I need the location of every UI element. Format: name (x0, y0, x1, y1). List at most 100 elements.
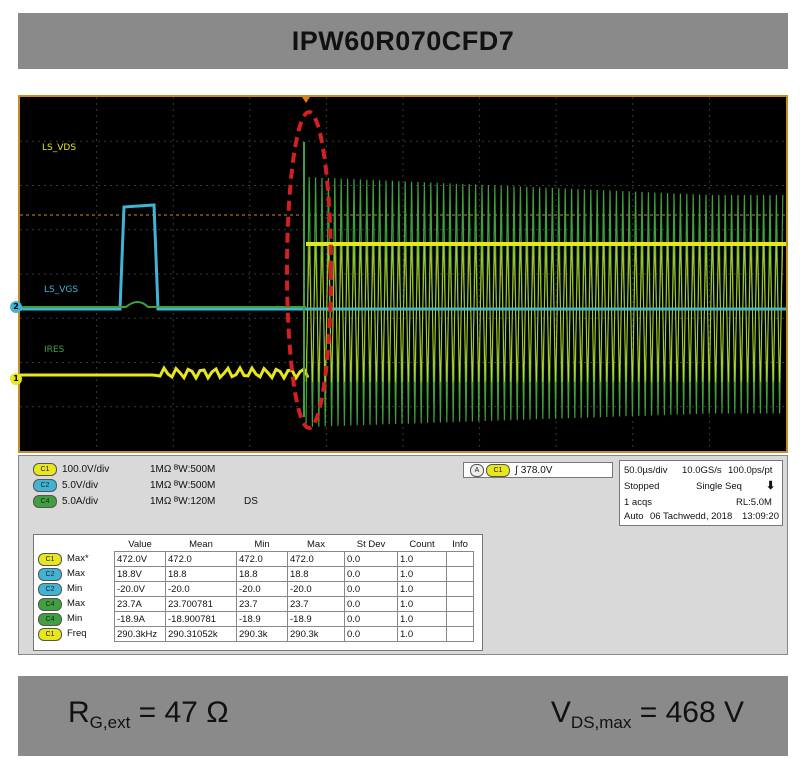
measurement-count: 1.0 (397, 551, 447, 567)
measurement-info (446, 581, 474, 597)
trigger-edge-icon: ∫ (515, 464, 518, 476)
measurement-info (446, 551, 474, 567)
acquisition-count: 1 acqs (624, 497, 652, 508)
ch2-vgs-trace (20, 203, 786, 311)
measurement-mean: -18.900781 (165, 611, 237, 627)
channel-impedance: 1MΩ ᴮW:120M (150, 495, 216, 507)
measurement-max: 23.7 (287, 596, 345, 612)
measurement-info (446, 566, 474, 582)
measurement-info (446, 596, 474, 612)
measurement-row: C2 Max 18.8V 18.8 18.8 18.8 0.0 1.0 (36, 566, 474, 582)
down-arrow-icon: ⬇ (766, 480, 776, 492)
record-length: RL:5.0M (736, 497, 772, 508)
measurement-value: -18.9A (114, 611, 166, 627)
measurement-min: 18.8 (236, 566, 288, 582)
measurement-min: -18.9 (236, 611, 288, 627)
trigger-a-badge: A (470, 463, 484, 477)
measurement-mean: 23.700781 (165, 596, 237, 612)
trigger-position-icon (302, 97, 310, 103)
measurement-max: -18.9 (287, 611, 345, 627)
column-header: Value (128, 538, 152, 550)
channel-scale: 5.0A/div (62, 495, 99, 507)
measurements-header-row: Value Mean Min Max St Dev Count Info (36, 537, 474, 552)
channel-row-c2[interactable]: C2 5.0V/div 1MΩ ᴮW:500M (33, 478, 240, 492)
measurement-source-badge[interactable]: C4 (38, 612, 62, 626)
ch4-ires-trace (20, 301, 306, 308)
measurement-type: Max (67, 597, 85, 609)
measurements-table: Value Mean Min Max St Dev Count Info C1 M… (33, 534, 483, 651)
measurement-row: C1 Max* 472.0V 472.0 472.0 472.0 0.0 1.0 (36, 551, 474, 567)
measurement-row: C1 Freq 290.3kHz 290.31052k 290.3k 290.3k 0.0 1… (36, 626, 474, 642)
measurement-stdev: 0.0 (344, 611, 398, 627)
trigger-readout[interactable]: A C1 ∫ 378.0V (463, 462, 613, 478)
measurement-stdev: 0.0 (344, 581, 398, 597)
measurement-source-badge[interactable]: C2 (38, 582, 62, 596)
page-title: IPW60R070CFD7 (291, 25, 515, 56)
capture-date: 06 Tachwedd, 2018 (650, 511, 733, 522)
measurement-max: 472.0 (287, 551, 345, 567)
measurement-min: 23.7 (236, 596, 288, 612)
measurement-count: 1.0 (397, 566, 447, 582)
measurement-row: C2 Min -20.0V -20.0 -20.0 -20.0 0.0 1.0 (36, 581, 474, 597)
timebase-div: 50.0µs/div (624, 465, 668, 476)
measurement-source-badge[interactable]: C2 (38, 567, 62, 581)
measurement-row: C4 Max 23.7A 23.700781 23.7 23.7 0.0 1.0 (36, 596, 474, 612)
trace-label-ls-vds: LS_VDS (42, 143, 77, 153)
trigger-level: 378.0V (520, 464, 553, 476)
title-banner: IPW60R070CFD7 (18, 13, 788, 69)
channel-1-marker[interactable]: 1 (10, 373, 22, 385)
column-header: Mean (189, 538, 213, 550)
column-header: Max (307, 538, 325, 550)
channel-scale: 100.0V/div (62, 463, 110, 475)
oscilloscope-display: LS_VDS LS_VGS IRES (18, 95, 788, 453)
timebase-readout[interactable]: 50.0µs/div 10.0GS/s 100.0ps/pt Stopped S… (619, 460, 783, 526)
ch1-switching-trace (305, 241, 784, 383)
measurement-count: 1.0 (397, 581, 447, 597)
channel-badge-c2[interactable]: C2 (33, 478, 57, 492)
bandwidth-icon: ᴮW (174, 495, 188, 507)
measurement-source-badge[interactable]: C4 (38, 597, 62, 611)
channel-extra-flag: DS (244, 495, 258, 507)
measurement-value: 472.0V (114, 551, 166, 567)
trace-label-ls-vgs: LS_VGS (44, 285, 79, 295)
measurement-mean: 290.31052k (165, 626, 237, 642)
gate-resistance-label: RG,ext = 47 Ω (68, 696, 229, 732)
trigger-mode: Auto (624, 511, 644, 522)
measurement-count: 1.0 (397, 611, 447, 627)
measurement-value: 23.7A (114, 596, 166, 612)
parameters-banner: RG,ext = 47 Ω VDS,max = 468 V (18, 676, 788, 756)
column-header: St Dev (356, 538, 386, 550)
channel-2-marker[interactable]: 2 (10, 301, 22, 313)
measurement-stdev: 0.0 (344, 551, 398, 567)
measurement-mean: -20.0 (165, 581, 237, 597)
bandwidth-icon: ᴮW (174, 463, 188, 475)
measurement-max: 290.3k (287, 626, 345, 642)
bandwidth-icon: ᴮW (174, 479, 188, 491)
measurement-source-badge[interactable]: C1 (38, 627, 62, 641)
channel-badge-c4[interactable]: C4 (33, 494, 57, 508)
channel-row-c1[interactable]: C1 100.0V/div 1MΩ ᴮW:500M (33, 462, 240, 476)
measurement-type: Min (67, 582, 83, 594)
measurement-type: Freq (67, 627, 87, 639)
measurement-stdev: 0.0 (344, 626, 398, 642)
column-header: Info (452, 538, 468, 550)
measurement-count: 1.0 (397, 596, 447, 612)
measurement-mean: 472.0 (165, 551, 237, 567)
highlight-ellipse (285, 110, 333, 430)
channel-row-c4[interactable]: C4 5.0A/div 1MΩ ᴮW:120M DS (33, 494, 258, 508)
measurement-stdev: 0.0 (344, 596, 398, 612)
channel-scale: 5.0V/div (62, 479, 99, 491)
ch1-vds-trace (20, 364, 310, 382)
measurement-source-badge[interactable]: C1 (38, 552, 62, 566)
channel-badge-c1[interactable]: C1 (33, 462, 57, 476)
measurement-min: 290.3k (236, 626, 288, 642)
measurement-min: 472.0 (236, 551, 288, 567)
measurement-type: Min (67, 612, 83, 624)
measurement-count: 1.0 (397, 626, 447, 642)
measurement-value: -20.0V (114, 581, 166, 597)
waveform-canvas (20, 97, 786, 451)
measurement-max: -20.0 (287, 581, 345, 597)
measurement-type: Max* (67, 552, 89, 564)
channel-impedance: 1MΩ ᴮW:500M (150, 479, 216, 491)
scope-info-panel: C1 100.0V/div 1MΩ ᴮW:500M C2 5.0V/div 1M… (18, 455, 788, 655)
